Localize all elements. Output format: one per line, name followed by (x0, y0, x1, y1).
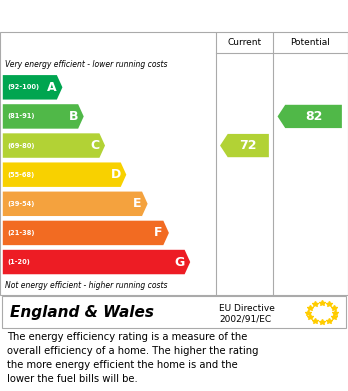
Text: (21-38): (21-38) (7, 230, 34, 236)
Text: EU Directive: EU Directive (219, 304, 275, 313)
Text: England & Wales: England & Wales (10, 305, 155, 320)
Polygon shape (3, 104, 84, 129)
Text: 82: 82 (305, 110, 322, 123)
Text: (92-100): (92-100) (7, 84, 39, 90)
Text: Energy Efficiency Rating: Energy Efficiency Rating (10, 7, 239, 25)
Text: A: A (47, 81, 57, 94)
Polygon shape (3, 133, 105, 158)
Text: 72: 72 (239, 139, 257, 152)
Text: Not energy efficient - higher running costs: Not energy efficient - higher running co… (5, 281, 167, 290)
Text: C: C (90, 139, 99, 152)
Polygon shape (3, 75, 62, 100)
Text: 2002/91/EC: 2002/91/EC (219, 314, 271, 323)
Text: D: D (111, 168, 121, 181)
Text: (1-20): (1-20) (7, 259, 30, 265)
Polygon shape (3, 162, 126, 187)
Polygon shape (3, 221, 169, 245)
Polygon shape (3, 192, 148, 216)
Text: E: E (133, 197, 141, 210)
Polygon shape (3, 250, 190, 274)
Text: (81-91): (81-91) (7, 113, 34, 119)
Text: Potential: Potential (290, 38, 330, 47)
Text: (69-80): (69-80) (7, 143, 34, 149)
Text: The energy efficiency rating is a measure of the
overall efficiency of a home. T: The energy efficiency rating is a measur… (7, 332, 259, 384)
Text: Current: Current (227, 38, 262, 47)
Polygon shape (220, 134, 269, 157)
Polygon shape (278, 105, 342, 128)
Text: (55-68): (55-68) (7, 172, 34, 178)
Text: F: F (154, 226, 163, 239)
Text: G: G (175, 256, 185, 269)
Text: B: B (69, 110, 78, 123)
Text: Very energy efficient - lower running costs: Very energy efficient - lower running co… (5, 60, 167, 69)
Text: (39-54): (39-54) (7, 201, 34, 207)
